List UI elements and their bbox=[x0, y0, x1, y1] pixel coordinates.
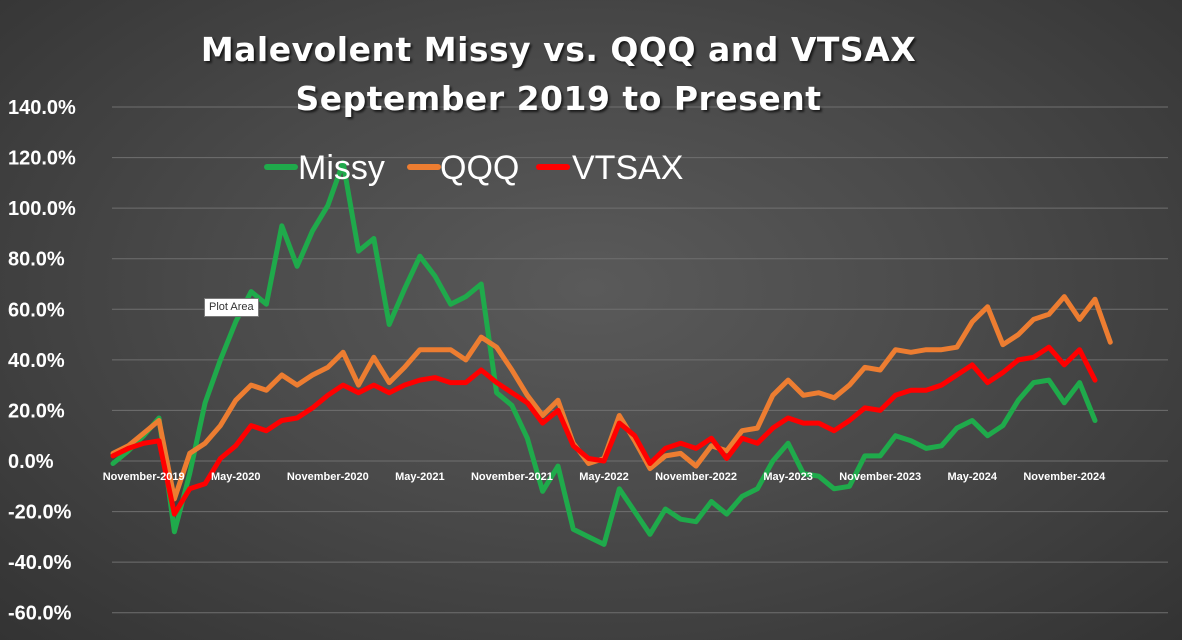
x-tick-label: November-2023 bbox=[839, 471, 921, 483]
series-lines bbox=[110, 160, 1113, 547]
gridlines bbox=[112, 106, 1168, 614]
x-tick-label: May-2023 bbox=[763, 471, 813, 483]
plot-area-tooltip: Plot Area bbox=[204, 298, 259, 317]
x-tick-label: May-2022 bbox=[579, 471, 629, 483]
legend-label-vtsax: VTSAX bbox=[572, 149, 683, 187]
legend: Missy QQQ VTSAX bbox=[264, 149, 683, 187]
chart-title: Malevolent Missy vs. QQQ and VTSAX bbox=[200, 30, 917, 69]
x-tick-label: November-2019 bbox=[103, 471, 185, 483]
y-tick-label: 60.0% bbox=[8, 299, 65, 321]
legend-label-missy: Missy bbox=[298, 149, 385, 187]
y-tick-label: 40.0% bbox=[8, 350, 65, 372]
series-line-qqq bbox=[110, 294, 1113, 502]
x-axis-ticks: November-2019 May-2020 November-2020 May-20… bbox=[103, 471, 1106, 483]
x-tick-label: November-2021 bbox=[471, 471, 553, 483]
x-tick-label: May-2020 bbox=[211, 471, 261, 483]
y-tick-label: 80.0% bbox=[8, 249, 65, 271]
series-line-missy bbox=[110, 160, 1098, 547]
series-line-vtsax bbox=[110, 344, 1098, 517]
y-tick-label: 140.0% bbox=[8, 97, 76, 119]
x-tick-label: May-2021 bbox=[395, 471, 445, 483]
y-tick-label: 20.0% bbox=[8, 400, 65, 422]
y-tick-label: 120.0% bbox=[8, 148, 76, 170]
x-tick-label: November-2022 bbox=[655, 471, 737, 483]
x-tick-label: November-2020 bbox=[287, 471, 369, 483]
legend-label-qqq: QQQ bbox=[440, 149, 519, 187]
x-tick-label: May-2024 bbox=[947, 471, 997, 483]
x-tick-label: November-2024 bbox=[1023, 471, 1106, 483]
y-tick-label: -60.0% bbox=[8, 603, 72, 625]
y-tick-label: 0.0% bbox=[8, 451, 54, 473]
y-tick-label: -40.0% bbox=[8, 552, 72, 574]
chart-subtitle: September 2019 to Present bbox=[295, 79, 822, 118]
y-axis-ticks: 140.0% 120.0% 100.0% 80.0% 60.0% 40.0% 20.0% 0.… bbox=[8, 97, 76, 625]
y-tick-label: 100.0% bbox=[8, 198, 76, 220]
y-tick-label: -20.0% bbox=[8, 502, 72, 524]
